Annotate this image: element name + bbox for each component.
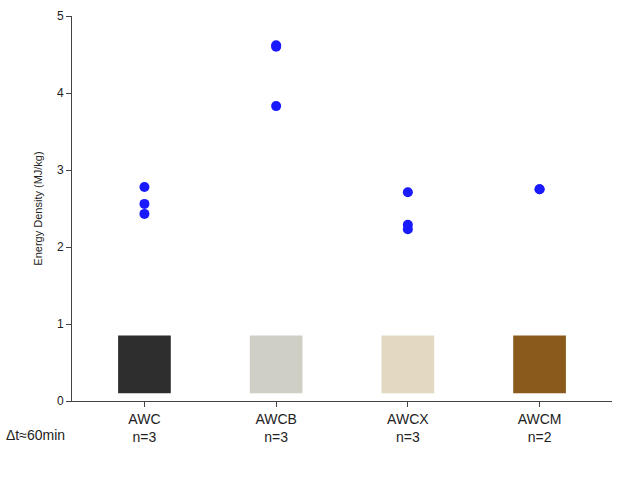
svg-text:AWCMn=2: AWCMn=2 [518,411,562,445]
svg-text:Energy Density (MJ/kg): Energy Density (MJ/kg) [32,151,44,265]
svg-text:Δt≈60min: Δt≈60min [6,427,65,443]
svg-text:0: 0 [57,394,64,408]
svg-text:AWCn=3: AWCn=3 [128,411,160,445]
svg-text:5: 5 [57,9,64,23]
svg-text:3: 3 [57,163,64,177]
svg-text:2: 2 [57,240,64,254]
svg-text:AWCBn=3: AWCBn=3 [255,411,296,445]
svg-text:1: 1 [57,317,64,331]
svg-text:4: 4 [57,86,64,100]
svg-text:AWCXn=3: AWCXn=3 [387,411,429,445]
